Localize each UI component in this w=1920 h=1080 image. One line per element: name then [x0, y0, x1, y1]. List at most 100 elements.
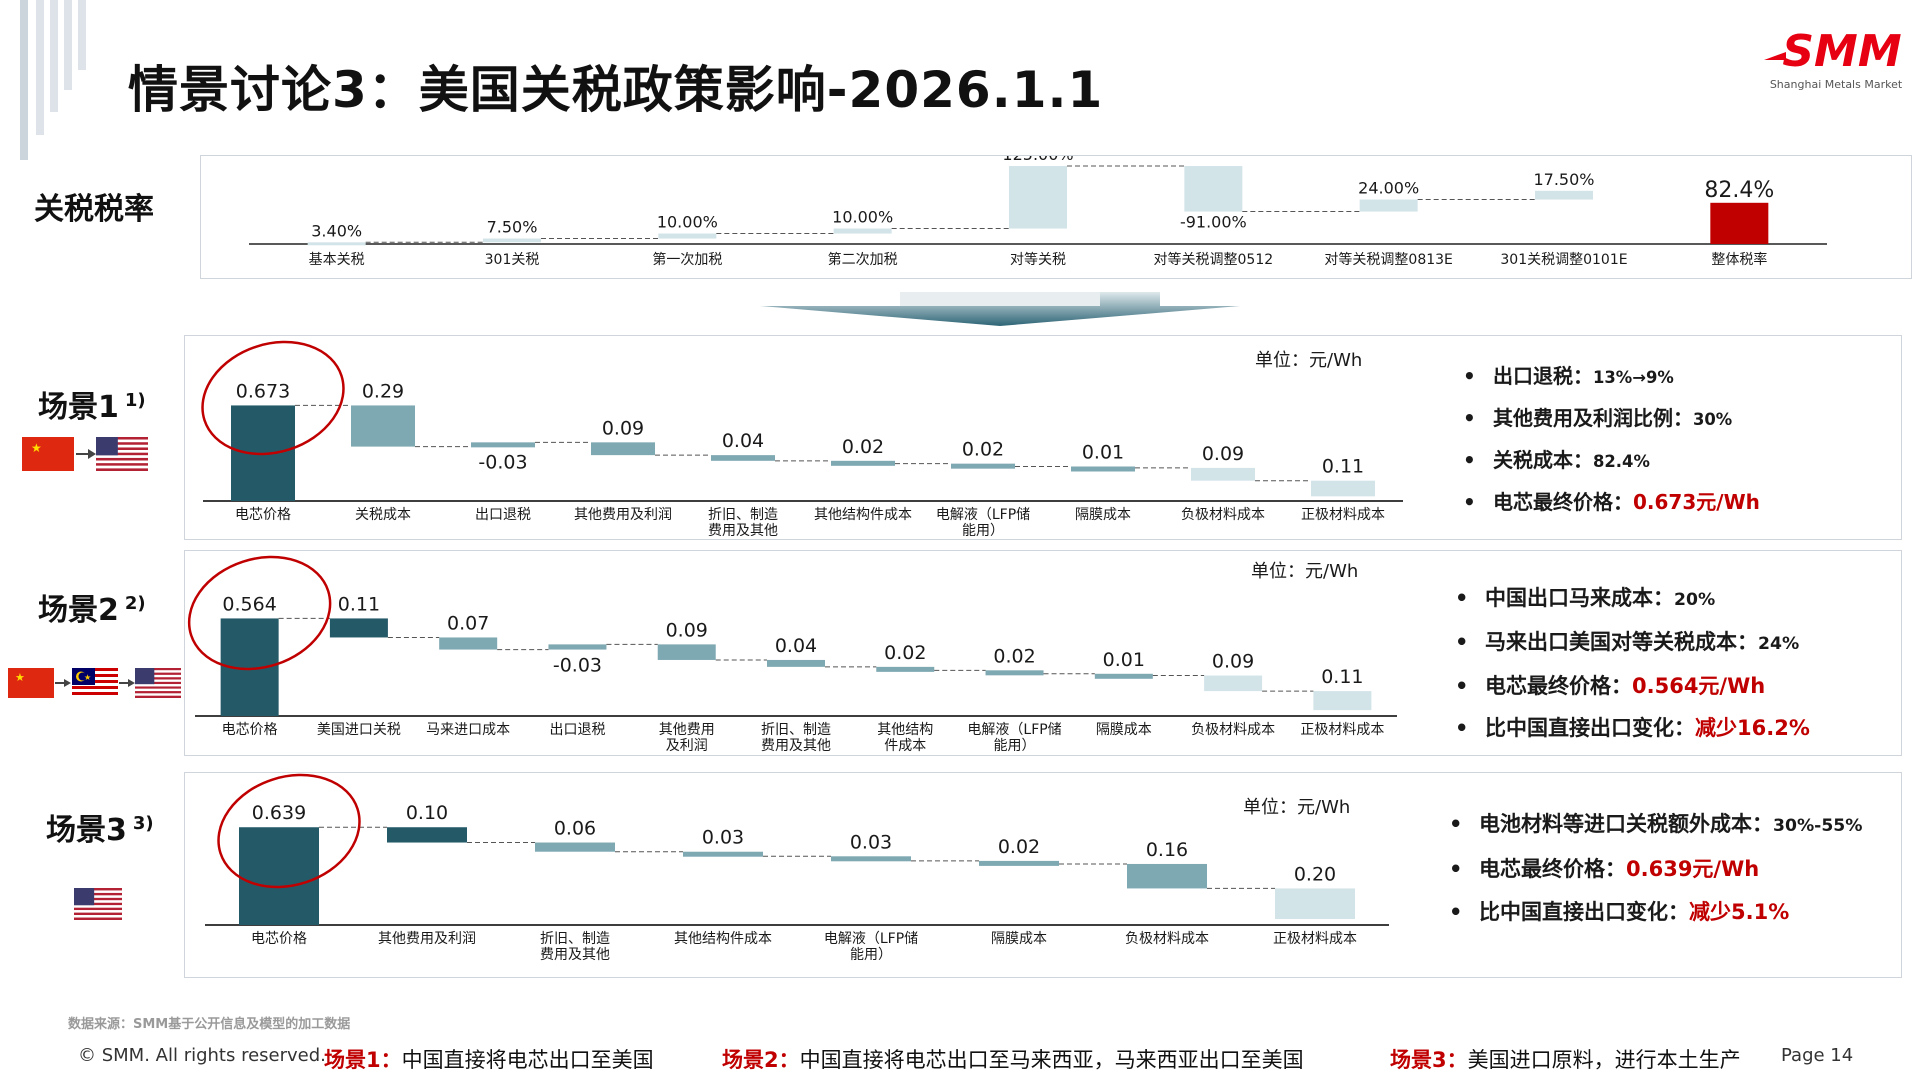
bullet-value: 0.639元/Wh [1626, 857, 1760, 881]
scenario2-panel: 单位：元/Wh 0.564 电芯价格 0.11 美国进口关税 0.07 马来进口成本 -0.0… [184, 550, 1902, 756]
cost-data-label: 0.639 [252, 802, 306, 824]
bullet-key: 出口退税： [1493, 364, 1593, 388]
bullet-item: 马来出口美国对等关税成本：24% [1455, 621, 1810, 665]
cost-data-label: 0.04 [775, 635, 817, 657]
cost-category-label: 折旧、制造 [708, 507, 778, 523]
malaysia-flag-icon: ★ [72, 668, 118, 702]
tariff-row-label: 关税税率 [34, 192, 154, 227]
scenario3-label: 场景3 3) [46, 805, 154, 849]
logo-subtitle: Shanghai Metals Market [1770, 78, 1903, 91]
china-flag-icon: ★ [22, 437, 74, 475]
tariff-bar [1535, 190, 1593, 200]
cost-category-label: 其他费用及利润 [574, 507, 672, 523]
cost-category-label: 负极材料成本 [1181, 507, 1265, 523]
cost-bar [985, 670, 1044, 676]
cost-data-label: 0.16 [1146, 839, 1188, 861]
scenario3-bullets: 电池材料等进口关税额外成本：30%-55%电芯最终价格：0.639元/Wh比中国… [1449, 803, 1863, 934]
cost-bar [711, 455, 775, 461]
scenario1-panel: 单位：元/Wh 0.673 电芯价格 0.29 关税成本 -0.03 出口退税 0.09 其他费… [184, 335, 1902, 540]
cost-bar [657, 644, 716, 660]
cost-data-label: 0.11 [1322, 456, 1364, 478]
tariff-category-label: 301关税 [485, 252, 540, 268]
tariff-bar [833, 228, 892, 234]
smm-logo: SMM Shanghai Metals Market [1764, 22, 1909, 97]
decorative-bar [78, 0, 86, 70]
scenario2-label: 场景2 2) [38, 585, 146, 629]
china-flag-icon: ★ [8, 668, 54, 702]
cost-bar [548, 644, 607, 650]
cost-bar [876, 666, 935, 672]
cost-bar [1204, 675, 1263, 692]
bullet-value: 0.564元/Wh [1632, 674, 1766, 698]
cost-bar [591, 442, 655, 456]
cost-data-label: 0.02 [998, 836, 1040, 858]
cost-category-label: 电芯价格 [222, 722, 278, 738]
svg-text:★: ★ [31, 441, 42, 455]
cost-category-label: 负极材料成本 [1125, 931, 1209, 947]
tariff-category-label: 整体税率 [1711, 251, 1767, 268]
arrow-right-icon [76, 445, 96, 467]
cost-data-label: 0.09 [602, 417, 644, 439]
cost-bar [831, 856, 911, 862]
cost-bar [1313, 691, 1372, 711]
bullet-item: 电芯最终价格：0.564元/Wh [1455, 665, 1810, 707]
cost-category-label: 费用及其他 [761, 738, 831, 754]
bullet-value: 减少5.1% [1689, 900, 1790, 924]
decorative-bar [20, 0, 28, 160]
bullet-key: 关税成本： [1493, 448, 1593, 472]
scenario1-label: 场景1 1) [38, 382, 146, 426]
cost-category-label: 马来进口成本 [426, 722, 510, 738]
cost-data-label: 0.20 [1294, 863, 1336, 885]
cost-bar [1275, 888, 1355, 920]
usa-flag-icon [135, 668, 181, 702]
footer-note-label: 场景1： [324, 1048, 402, 1072]
tariff-data-label: 10.00% [657, 213, 718, 232]
scenario3-panel: 单位：元/Wh 0.639 电芯价格 0.10 其他费用及利润 0.06 折旧、制造 费用及其… [184, 772, 1902, 978]
cost-category-label: 电解液（LFP储 [967, 722, 1061, 738]
cost-bar [1071, 466, 1135, 472]
decorative-bar [36, 0, 44, 135]
cost-data-label: 0.09 [666, 619, 708, 641]
arrow-right-icon [55, 675, 71, 695]
cost-data-label: 0.01 [1082, 441, 1124, 463]
cost-category-label: 关税成本 [355, 507, 411, 523]
cost-bar [1191, 467, 1255, 481]
cost-bar [831, 460, 895, 466]
cost-category-label: 其他费用及利润 [378, 931, 476, 947]
footer-note-text: 美国进口原料，进行本土生产 [1467, 1048, 1741, 1072]
tariff-bar [1359, 199, 1418, 212]
tariff-data-label: 82.4% [1704, 178, 1774, 203]
tariff-data-label: 10.00% [832, 208, 893, 227]
footer-note-label: 场景3： [1390, 1048, 1468, 1072]
svg-text:★: ★ [15, 671, 25, 684]
cost-data-label: 0.564 [222, 593, 276, 615]
cost-bar [1127, 863, 1207, 889]
bullet-item: 中国出口马来成本：20% [1455, 577, 1810, 621]
cost-category-label: 其他结构件成本 [674, 931, 772, 947]
footer-note-2: 场景2：中国直接将电芯出口至马来西亚，马来西亚出口至美国 [722, 1044, 1304, 1074]
cost-data-label: 0.673 [236, 380, 290, 402]
tariff-category-label: 对等关税调整0512 [1154, 251, 1274, 268]
cost-data-label: 0.02 [884, 642, 926, 664]
cost-category-label: 隔膜成本 [1075, 507, 1131, 523]
tariff-waterfall-chart: 3.40% 基本关税 7.50% 301关税 10.00% 第一次加税 10.00% 第二次加… [249, 145, 1827, 268]
bullet-value: 82.4% [1593, 452, 1650, 471]
bullet-key: 马来出口美国对等关税成本： [1485, 630, 1758, 654]
cost-bar [767, 659, 825, 667]
usa-flag-icon [96, 437, 148, 475]
highlight-circle [217, 773, 361, 889]
tariff-data-label: 7.50% [487, 218, 538, 237]
down-arrow-banner [760, 292, 1240, 326]
cost-bar [683, 851, 763, 857]
cost-data-label: 0.04 [722, 430, 764, 452]
cost-data-label: 0.09 [1202, 443, 1244, 465]
footer-note-label: 场景2： [722, 1048, 800, 1072]
tariff-category-label: 对等关税 [1010, 251, 1066, 268]
cost-data-label: 0.06 [554, 818, 596, 840]
cost-category-label: 出口退税 [549, 722, 605, 738]
tariff-data-label: -91.00% [1180, 213, 1247, 232]
bullet-value: 24% [1758, 634, 1800, 654]
cost-category-label: 费用及其他 [708, 523, 778, 536]
cost-bar [239, 827, 319, 925]
cost-category-label: 折旧、制造 [540, 931, 610, 947]
